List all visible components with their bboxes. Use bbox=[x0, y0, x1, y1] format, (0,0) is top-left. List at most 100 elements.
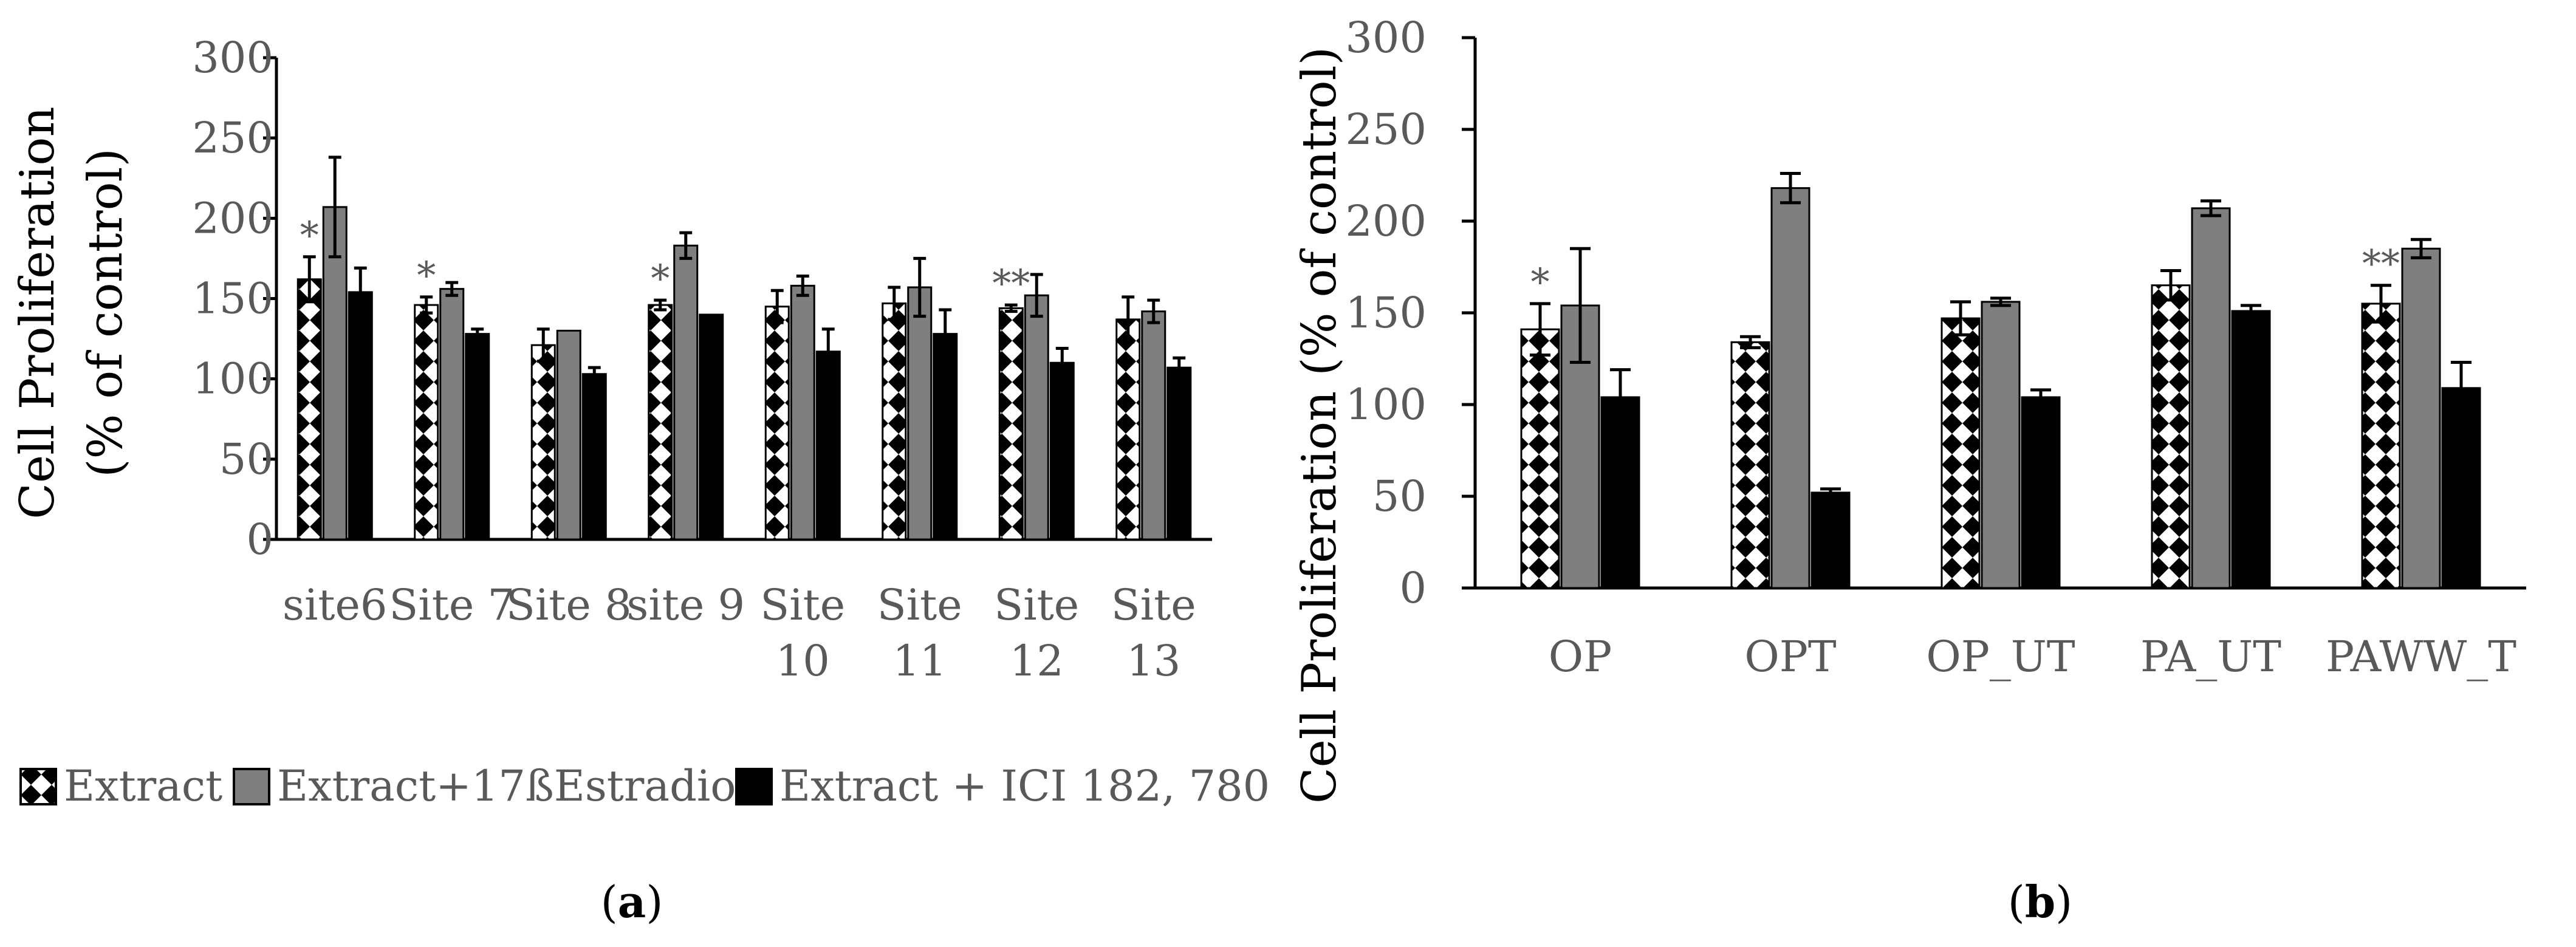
panel-label-a-letter: a bbox=[618, 876, 646, 928]
bar-ici bbox=[1600, 396, 1640, 589]
x-category-label: Site 8 bbox=[506, 580, 632, 630]
bar-ici bbox=[1810, 491, 1851, 589]
x-category-label: site 9 bbox=[626, 580, 745, 630]
error-bar-extract bbox=[1950, 300, 1971, 337]
panel-label-b-letter: b bbox=[2025, 876, 2055, 928]
bar-ici bbox=[933, 333, 958, 541]
bar-extract bbox=[1520, 328, 1560, 589]
chart-panel-a: Cell Proliferation (% of control) 0 50 100… bbox=[10, 33, 1212, 686]
error-bar-ici bbox=[1820, 487, 1841, 498]
error-bar-extract bbox=[1739, 335, 1761, 349]
y-tick-label: 0 bbox=[246, 515, 273, 564]
x-category-label: OP_UT bbox=[1926, 632, 2075, 682]
panel-label-b-close: ) bbox=[2055, 877, 2072, 928]
legend-label-ici: Extract + ICI 182, 780 bbox=[779, 761, 1270, 811]
error-bar-estradiol bbox=[2410, 238, 2432, 259]
bar-estradiol bbox=[790, 284, 815, 541]
error-bar-extract bbox=[1004, 303, 1018, 313]
bar-ici bbox=[815, 350, 841, 541]
significance-marker: ** bbox=[2362, 242, 2400, 286]
significance-marker: * bbox=[1531, 260, 1550, 304]
x-category-label: site6 bbox=[283, 580, 387, 630]
error-bar-estradiol bbox=[913, 256, 927, 318]
bar-estradiol bbox=[1981, 301, 2021, 589]
bar-extract bbox=[882, 302, 907, 541]
error-bar-ici bbox=[821, 327, 835, 376]
x-category-label: Site 7 bbox=[389, 580, 515, 630]
significance-marker: * bbox=[417, 253, 436, 298]
error-bar-extract bbox=[1529, 302, 1551, 357]
error-bar-extract bbox=[654, 298, 667, 312]
bar-extract bbox=[2361, 303, 2401, 589]
x-category-label: Site bbox=[994, 580, 1079, 630]
y-tick-label: 150 bbox=[192, 274, 273, 324]
error-bar-estradiol bbox=[2200, 199, 2222, 217]
bar-ici bbox=[581, 373, 607, 541]
bar-ici bbox=[465, 333, 490, 541]
error-bar-estradiol bbox=[1569, 247, 1591, 364]
bar-estradiol bbox=[907, 286, 933, 541]
x-category-label: OP bbox=[1549, 632, 1612, 682]
error-bar-ici bbox=[471, 327, 484, 341]
y-tick-label: 0 bbox=[1399, 563, 1427, 613]
error-bar-extract bbox=[303, 255, 316, 304]
bar-extract bbox=[1115, 318, 1141, 541]
error-bar-extract bbox=[770, 289, 784, 324]
error-bar-ici bbox=[587, 366, 601, 382]
error-bar-extract bbox=[1122, 295, 1135, 344]
bar-estradiol bbox=[2401, 247, 2441, 589]
panel-label-b-open: ( bbox=[2008, 877, 2025, 928]
x-category-label: Site bbox=[1111, 580, 1196, 630]
error-bar-estradiol bbox=[1147, 298, 1160, 324]
bar-estradiol bbox=[322, 206, 348, 541]
significance-marker: ** bbox=[992, 261, 1030, 306]
error-bar-extract bbox=[2160, 269, 2182, 302]
error-bar-extract bbox=[888, 285, 901, 321]
bar-estradiol bbox=[1770, 187, 1810, 589]
legend-swatch-extract bbox=[19, 768, 57, 805]
y-tick-label: 250 bbox=[1345, 104, 1427, 154]
y-tick-label: 100 bbox=[192, 354, 273, 404]
y-tick-label: 300 bbox=[192, 33, 273, 83]
y-tick-label: 100 bbox=[1345, 380, 1427, 429]
chart-panel-b: Cell Proliferation (% of control) 0 50 100… bbox=[1292, 13, 2526, 804]
bar-estradiol bbox=[2191, 207, 2231, 589]
x-category-label: 13 bbox=[1126, 636, 1180, 686]
bar-estradiol bbox=[1141, 310, 1166, 541]
x-category-label: PA_UT bbox=[2140, 632, 2281, 682]
bar-estradiol bbox=[439, 288, 465, 541]
bar-estradiol bbox=[556, 329, 581, 541]
bar-ici bbox=[2231, 310, 2271, 589]
y-tick-label: 200 bbox=[192, 193, 273, 243]
error-bar-ici bbox=[354, 266, 367, 318]
error-bar-estradiol bbox=[796, 274, 809, 297]
x-category-label: OPT bbox=[1744, 632, 1836, 682]
x-category-label: PAWW_T bbox=[2326, 632, 2516, 682]
y-tick-label: 50 bbox=[219, 434, 273, 484]
error-bar-ici bbox=[2030, 388, 2052, 406]
bar-ici bbox=[1166, 366, 1192, 541]
x-category-label: 11 bbox=[892, 636, 947, 686]
error-bar-estradiol bbox=[328, 156, 341, 259]
bar-estradiol bbox=[1024, 294, 1049, 541]
error-bar-ici bbox=[1609, 368, 1631, 426]
legend: Extract Extract+17ßEstradiol Extract + I… bbox=[19, 761, 1270, 811]
legend-swatch-ici bbox=[735, 768, 773, 805]
error-bar-ici bbox=[2240, 304, 2262, 318]
x-category-label: Site bbox=[877, 580, 962, 630]
bar-extract bbox=[648, 304, 673, 541]
significance-marker: * bbox=[651, 256, 670, 301]
error-bar-ici bbox=[939, 308, 952, 360]
error-bar-extract bbox=[420, 295, 433, 315]
y-axis-label: Cell Proliferation (% of control) bbox=[1292, 47, 1347, 804]
bar-extract bbox=[998, 307, 1024, 541]
bar-ici bbox=[2441, 387, 2481, 589]
bar-extract bbox=[414, 304, 439, 541]
error-bar-ici bbox=[1173, 356, 1186, 379]
bar-extract bbox=[1730, 341, 1770, 589]
error-bar-estradiol bbox=[1990, 296, 2012, 307]
error-bar-estradiol bbox=[1030, 273, 1043, 318]
bar-estradiol bbox=[1560, 304, 1600, 589]
